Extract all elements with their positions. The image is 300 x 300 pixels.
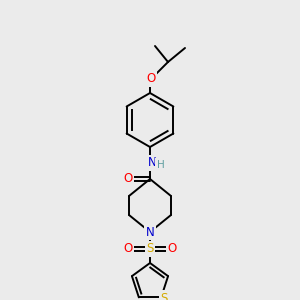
Text: S: S [146,242,154,256]
Text: N: N [148,157,156,169]
Text: N: N [146,226,154,238]
Text: S: S [160,292,168,300]
Text: N: N [148,157,156,169]
Text: H: H [157,160,165,170]
Text: O: O [167,242,177,256]
Text: O: O [123,242,133,256]
Text: O: O [146,73,156,85]
Text: O: O [123,242,133,256]
Text: O: O [146,73,156,85]
Text: H: H [157,160,165,170]
Text: N: N [146,226,154,238]
Text: S: S [160,292,168,300]
Text: O: O [123,172,133,185]
Text: S: S [146,242,154,256]
Text: O: O [167,242,177,256]
Text: O: O [123,172,133,185]
